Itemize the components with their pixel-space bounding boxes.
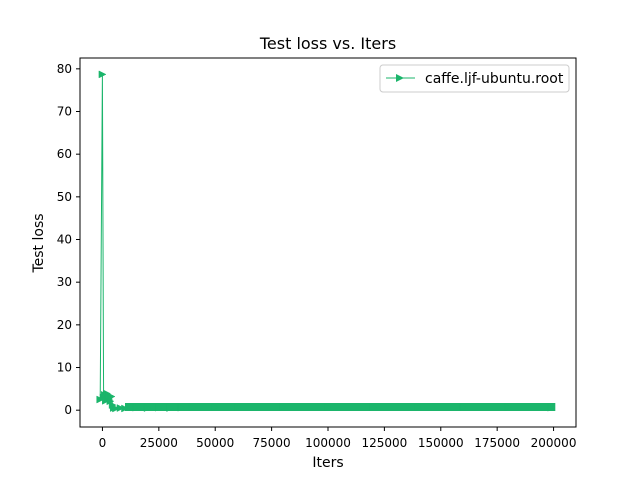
x-axis-label: Iters xyxy=(312,455,343,471)
data-point-marker xyxy=(177,403,186,412)
y-tick-label: 60 xyxy=(57,147,72,161)
data-point-marker xyxy=(155,403,163,412)
dense-marker-band xyxy=(125,403,556,411)
data-point-marker xyxy=(107,392,116,401)
data-point-marker xyxy=(116,404,125,412)
x-tick-label: 100000 xyxy=(305,436,351,450)
data-point-marker xyxy=(547,403,556,412)
data-point-marker xyxy=(369,403,378,412)
x-tick-label: 150000 xyxy=(418,436,464,450)
data-point-marker xyxy=(459,403,468,412)
y-tick-label: 10 xyxy=(57,361,72,375)
data-point-marker xyxy=(279,403,287,412)
data-point-marker xyxy=(504,403,513,412)
series-layer xyxy=(96,70,556,413)
x-tick-label: 25000 xyxy=(140,436,178,450)
plot-area xyxy=(79,57,577,428)
x-tick-label: 0 xyxy=(99,436,107,450)
legend-box xyxy=(379,64,570,93)
data-point-marker xyxy=(98,70,107,79)
data-point-marker xyxy=(143,404,152,412)
x-tick-label: 200000 xyxy=(531,436,577,450)
y-axis: 0 10 20 30 40 50 60 70 80 xyxy=(57,62,80,417)
y-axis-label: Test loss xyxy=(31,213,47,273)
y-tick-label: 70 xyxy=(57,105,72,119)
y-tick-label: 30 xyxy=(57,275,72,289)
x-tick-label: 50000 xyxy=(196,436,234,450)
y-tick-label: 80 xyxy=(57,62,72,76)
data-point-marker xyxy=(121,404,130,413)
axes-background xyxy=(80,58,576,427)
data-point-marker xyxy=(211,403,220,412)
data-point-marker xyxy=(324,403,333,412)
legend-entry-label: caffe.ljf-ubuntu.root xyxy=(425,71,564,87)
x-tick-label: 175000 xyxy=(474,436,520,450)
x-axis: 0 25000 50000 75000 100000 125000 150000 175000… xyxy=(99,427,577,450)
legend: caffe.ljf-ubuntu.root xyxy=(379,64,570,93)
legend-marker-icon xyxy=(396,74,404,82)
y-tick-label: 0 xyxy=(64,403,72,417)
y-tick-label: 50 xyxy=(57,190,72,204)
chart-title: Test loss vs. Iters xyxy=(259,34,396,53)
y-tick-label: 40 xyxy=(57,233,72,247)
x-tick-label: 75000 xyxy=(253,436,291,450)
data-point-marker xyxy=(166,404,175,412)
y-tick-label: 20 xyxy=(57,318,72,332)
data-point-marker xyxy=(188,403,197,412)
data-point-marker xyxy=(414,403,423,412)
data-point-marker xyxy=(234,403,242,412)
data-point-marker xyxy=(112,404,121,413)
data-point-marker xyxy=(132,403,141,412)
x-tick-label: 125000 xyxy=(361,436,407,450)
